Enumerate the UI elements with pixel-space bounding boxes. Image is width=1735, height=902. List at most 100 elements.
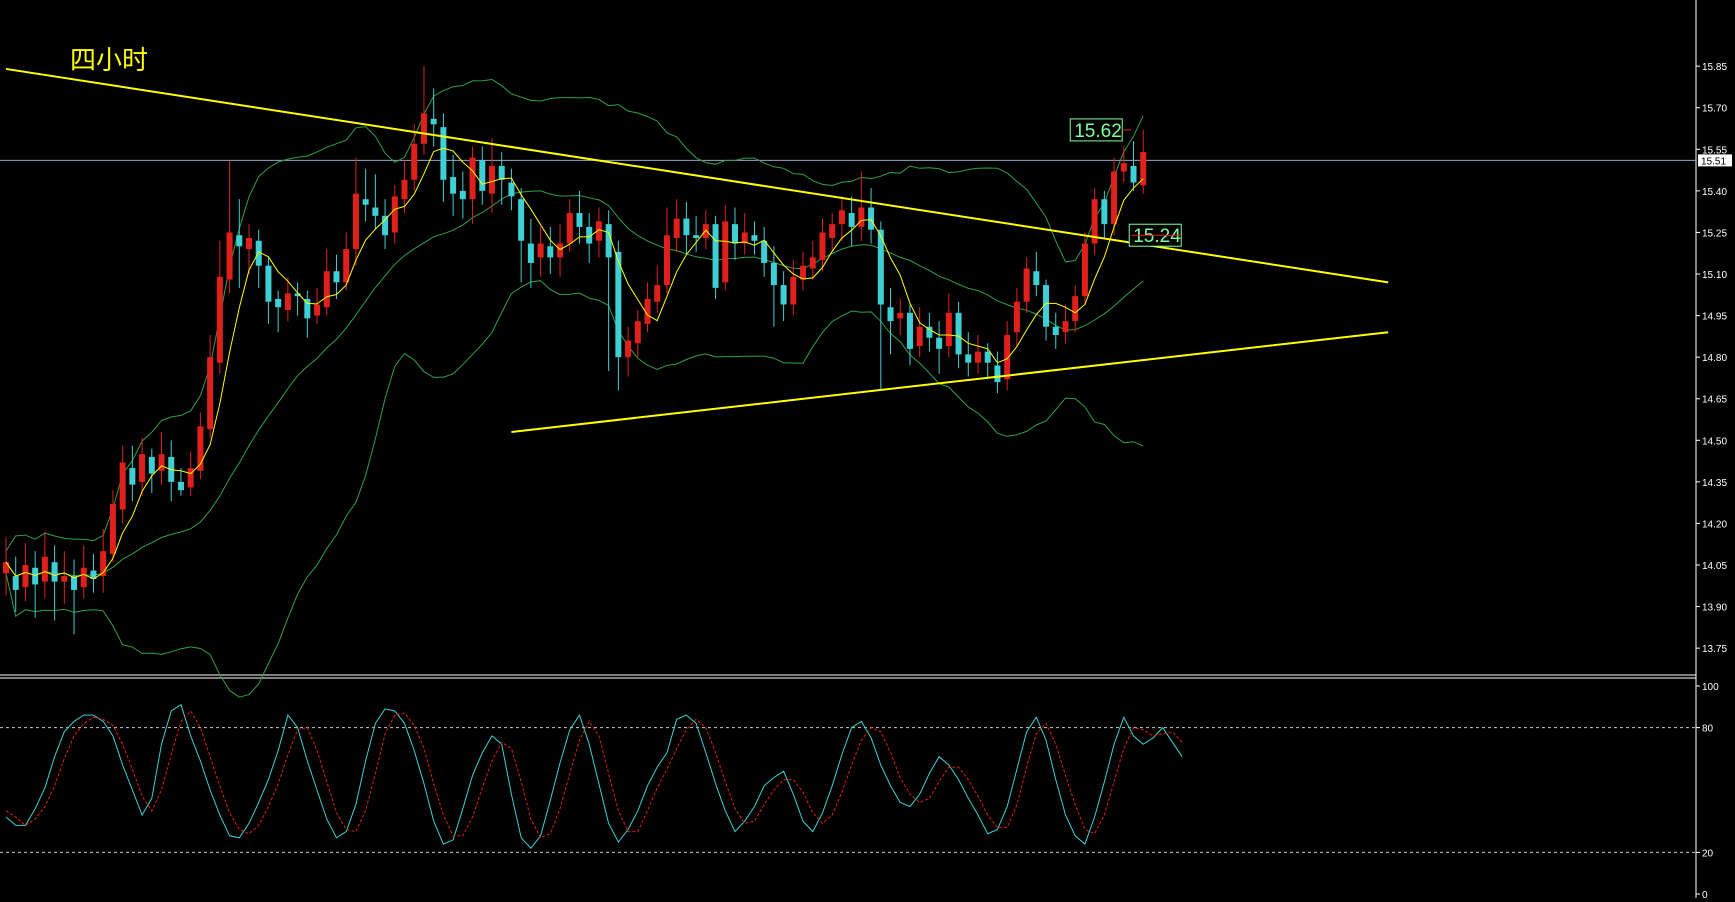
candle-body xyxy=(566,213,573,244)
candle-body xyxy=(362,199,369,205)
candle-body xyxy=(450,177,457,194)
candle xyxy=(1004,321,1011,391)
candle xyxy=(663,207,670,294)
candle-body xyxy=(41,556,48,582)
candle xyxy=(780,271,787,322)
candle xyxy=(741,213,748,255)
candle xyxy=(936,321,943,374)
candle xyxy=(61,551,68,604)
candle xyxy=(352,157,359,266)
annotation-label: 15.24 xyxy=(1133,226,1181,247)
candle xyxy=(197,412,204,480)
candle-body xyxy=(576,213,583,227)
candle xyxy=(362,168,369,222)
candle-body xyxy=(440,127,447,180)
candle-body xyxy=(984,351,991,363)
candle-body xyxy=(1033,271,1040,286)
candle-body xyxy=(1140,152,1147,186)
candle-body xyxy=(663,235,670,286)
candle xyxy=(1091,188,1098,255)
candle-body xyxy=(1052,326,1059,335)
candle xyxy=(1013,287,1020,347)
candle-body xyxy=(207,357,214,430)
candle-body xyxy=(1043,285,1050,327)
candle-body xyxy=(712,224,719,288)
candle xyxy=(605,210,612,372)
candle-body xyxy=(887,307,894,322)
candle-body xyxy=(800,265,807,280)
candle xyxy=(1101,190,1108,238)
candle xyxy=(576,190,583,244)
price-tick-label: 14.20 xyxy=(1702,519,1727,530)
oscillator-k-line xyxy=(5,703,1183,849)
candle-body xyxy=(926,326,933,338)
candle-body xyxy=(654,285,661,302)
candle-body xyxy=(732,224,738,244)
candle xyxy=(440,113,447,202)
candle xyxy=(693,215,700,252)
candle xyxy=(790,260,797,316)
candle xyxy=(1062,304,1069,344)
candle xyxy=(100,528,107,593)
price-tick-label: 13.75 xyxy=(1702,644,1727,655)
candle xyxy=(547,226,554,275)
candle xyxy=(751,221,758,255)
candle xyxy=(71,559,78,635)
candle xyxy=(537,226,544,277)
candle xyxy=(177,468,184,496)
candle-body xyxy=(80,567,87,588)
candle-body xyxy=(916,326,923,347)
price-tick-label: 13.90 xyxy=(1702,603,1727,614)
candle xyxy=(945,293,952,358)
candle-body xyxy=(216,276,223,363)
candle-body xyxy=(1004,334,1011,380)
candle-body xyxy=(236,235,243,247)
candle-body xyxy=(1081,243,1088,297)
candle-body xyxy=(51,562,58,582)
bollinger-lower xyxy=(5,280,1144,698)
candle xyxy=(216,240,223,374)
candle-body xyxy=(770,262,777,286)
candle xyxy=(994,351,1001,394)
candle xyxy=(868,188,875,244)
price-tick-label: 15.40 xyxy=(1702,187,1727,198)
candle-body xyxy=(109,504,116,554)
candle xyxy=(420,66,427,155)
candle-body xyxy=(314,304,321,316)
candle xyxy=(625,326,632,377)
candle xyxy=(139,437,146,496)
candle xyxy=(304,290,311,338)
candle xyxy=(3,537,9,596)
candle-body xyxy=(625,340,632,358)
candle-body xyxy=(498,165,505,180)
candle-body xyxy=(527,243,534,263)
candle xyxy=(372,174,379,230)
candle-body xyxy=(343,249,350,283)
candle-body xyxy=(420,113,427,144)
candle xyxy=(819,218,826,272)
candle-body xyxy=(605,224,612,258)
price-tick-label: 14.95 xyxy=(1702,312,1727,323)
candle-body xyxy=(537,243,544,258)
candle-body xyxy=(489,165,495,194)
current-price-label: 15.51 xyxy=(1701,156,1726,167)
candle-body xyxy=(12,576,19,590)
candle-body xyxy=(722,221,729,283)
candle-body xyxy=(265,265,272,302)
candle xyxy=(226,160,233,294)
candle-body xyxy=(780,285,787,305)
candle-body xyxy=(22,565,29,588)
candle-body xyxy=(246,237,252,250)
candle-body xyxy=(955,312,962,355)
candle xyxy=(877,221,884,391)
price-tick-label: 14.05 xyxy=(1702,561,1727,572)
candle xyxy=(479,146,486,205)
oscillator-tick-label: 0 xyxy=(1702,890,1708,898)
candle-body xyxy=(333,271,340,283)
candle-body xyxy=(858,207,865,227)
candle xyxy=(906,304,913,366)
candle xyxy=(1043,279,1050,341)
price-tick-label: 15.85 xyxy=(1702,62,1727,73)
oscillator-d-line xyxy=(5,710,1183,839)
candle-body xyxy=(119,462,126,510)
